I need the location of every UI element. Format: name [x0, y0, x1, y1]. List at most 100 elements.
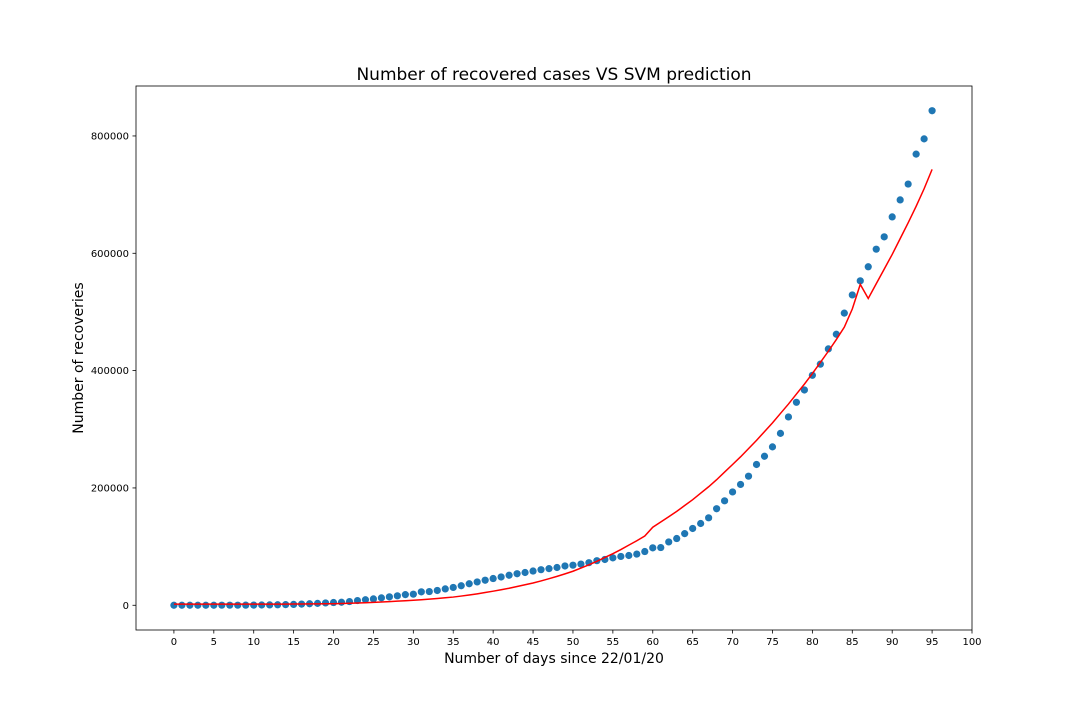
- x-tick-label: 85: [846, 637, 859, 648]
- data-point: [321, 599, 330, 607]
- data-point: [736, 480, 745, 489]
- x-tick-label: 0: [171, 637, 177, 648]
- data-point: [720, 497, 729, 505]
- data-point: [697, 519, 705, 528]
- data-point: [792, 398, 801, 406]
- data-point: [218, 601, 226, 609]
- data-point: [226, 601, 234, 609]
- x-tick-label: 20: [327, 637, 340, 648]
- data-point: [194, 601, 202, 609]
- x-tick-label: 15: [287, 637, 300, 648]
- y-tick-label: 800000: [91, 131, 129, 142]
- data-point: [800, 386, 809, 394]
- data-point: [234, 601, 242, 609]
- data-point: [728, 488, 737, 496]
- data-point: [409, 590, 417, 598]
- data-point: [369, 595, 378, 603]
- data-point: [441, 585, 449, 593]
- data-point: [848, 291, 856, 299]
- data-point: [705, 514, 713, 522]
- data-point: [784, 413, 793, 421]
- data-point: [401, 591, 409, 599]
- plot-area: [170, 107, 936, 609]
- data-point: [545, 565, 553, 573]
- data-point: [824, 345, 832, 353]
- data-point: [449, 583, 457, 592]
- data-point: [912, 150, 920, 158]
- data-point: [266, 601, 274, 609]
- prediction-line: [173, 169, 933, 605]
- data-point: [553, 563, 561, 572]
- data-point: [505, 571, 513, 579]
- data-point: [904, 180, 912, 188]
- data-point: [250, 601, 258, 609]
- data-point: [617, 552, 625, 561]
- data-point: [577, 560, 585, 568]
- x-tick-label: 35: [447, 637, 460, 648]
- data-point: [872, 245, 880, 253]
- data-point: [537, 566, 545, 574]
- x-tick-label: 70: [726, 637, 739, 648]
- data-point: [457, 582, 465, 590]
- x-tick-label: 90: [886, 637, 899, 648]
- x-tick-label: 80: [806, 637, 819, 648]
- data-point: [170, 601, 178, 609]
- data-point: [393, 592, 401, 600]
- data-point: [497, 573, 505, 581]
- x-tick-label: 25: [367, 637, 380, 648]
- x-tick-label: 55: [606, 637, 619, 648]
- data-point: [649, 544, 657, 552]
- y-tick-label: 200000: [91, 483, 129, 494]
- data-point: [561, 562, 569, 570]
- x-tick-label: 60: [646, 637, 659, 648]
- data-point: [776, 429, 785, 437]
- axes-frame: [135, 85, 973, 631]
- data-point: [433, 586, 441, 595]
- x-axis-label: Number of days since 22/01/20: [444, 651, 664, 667]
- data-point: [641, 547, 649, 556]
- data-point: [888, 213, 896, 221]
- x-tick-label: 50: [567, 637, 580, 648]
- y-tick-label: 0: [123, 601, 129, 612]
- data-point: [856, 277, 864, 285]
- data-point: [633, 550, 641, 558]
- data-point: [768, 443, 777, 451]
- data-point: [744, 472, 753, 480]
- data-point: [920, 135, 928, 143]
- data-point: [713, 505, 721, 513]
- data-point: [465, 580, 473, 588]
- data-point: [880, 233, 888, 241]
- data-point: [481, 576, 489, 584]
- data-point: [385, 593, 393, 601]
- x-tick-label: 45: [527, 637, 540, 648]
- data-point: [609, 554, 617, 562]
- y-tick-label: 600000: [91, 249, 129, 260]
- data-point: [489, 574, 497, 583]
- data-point: [361, 596, 370, 604]
- x-tick-label: 40: [487, 637, 500, 648]
- x-tick-label: 75: [766, 637, 779, 648]
- data-point: [513, 570, 521, 578]
- x-tick-label: 5: [211, 637, 217, 648]
- x-tick-label: 30: [407, 637, 420, 648]
- data-point: [689, 524, 697, 533]
- x-tick-label: 10: [247, 637, 260, 648]
- data-point: [928, 107, 936, 115]
- data-point: [625, 551, 633, 560]
- data-point: [417, 588, 425, 596]
- data-point: [337, 598, 346, 606]
- data-point: [521, 568, 529, 577]
- data-point: [178, 601, 186, 609]
- data-point: [377, 594, 386, 602]
- data-point: [752, 460, 761, 469]
- data-point: [202, 601, 210, 609]
- data-point: [673, 534, 681, 543]
- data-point: [329, 598, 338, 607]
- data-point: [258, 601, 266, 609]
- data-point: [840, 309, 848, 317]
- chart-title: Number of recovered cases VS SVM predict…: [356, 65, 751, 85]
- y-tick-label: 400000: [91, 366, 129, 377]
- x-tick-label: 100: [962, 637, 981, 648]
